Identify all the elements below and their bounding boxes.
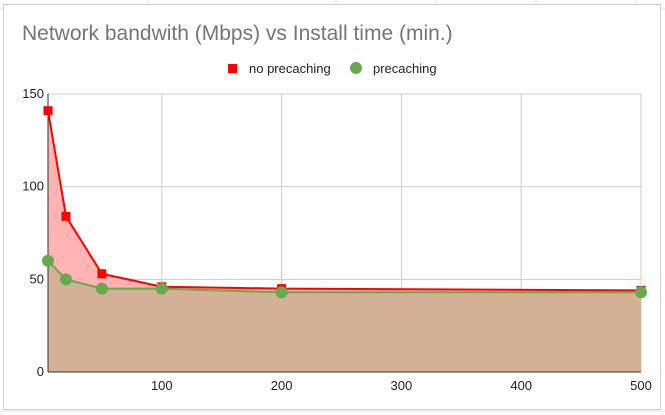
- legend-label: no precaching: [249, 61, 331, 76]
- y-tick-label: 100: [22, 179, 44, 194]
- series-markers: [42, 106, 647, 299]
- data-point-square: [97, 269, 107, 279]
- data-point-circle: [635, 286, 647, 299]
- x-tick-label: 300: [391, 378, 413, 393]
- y-tick-label: 50: [30, 271, 44, 286]
- series-areas: [48, 110, 641, 373]
- chart-title: Network bandwith (Mbps) vs Install time …: [22, 22, 453, 45]
- legend-label: precaching: [373, 61, 437, 76]
- x-tick-label: 400: [510, 378, 532, 393]
- series-area-1: [48, 260, 641, 372]
- series-lines: [47, 110, 642, 294]
- y-tick-label: 150: [22, 86, 44, 101]
- data-point-circle: [95, 282, 108, 295]
- legend: no precaching precaching: [228, 61, 437, 76]
- data-point-square: [43, 106, 53, 116]
- legend-marker-square: [228, 64, 237, 73]
- data-point-circle: [275, 286, 288, 299]
- legend-marker-circle: [350, 62, 362, 74]
- data-point-square: [61, 211, 71, 221]
- series-line-0: [47, 110, 642, 292]
- x-tick-label: 100: [151, 378, 173, 393]
- x-tick-label: 200: [271, 378, 293, 393]
- axes: [47, 94, 641, 373]
- tick-labels: 0 50 100 150 100 200 300 400 500: [22, 86, 652, 393]
- data-point-circle: [59, 273, 72, 286]
- data-point-circle: [155, 282, 168, 295]
- y-tick-label: 0: [37, 364, 44, 379]
- x-tick-label: 500: [630, 378, 652, 393]
- data-point-circle: [42, 254, 54, 267]
